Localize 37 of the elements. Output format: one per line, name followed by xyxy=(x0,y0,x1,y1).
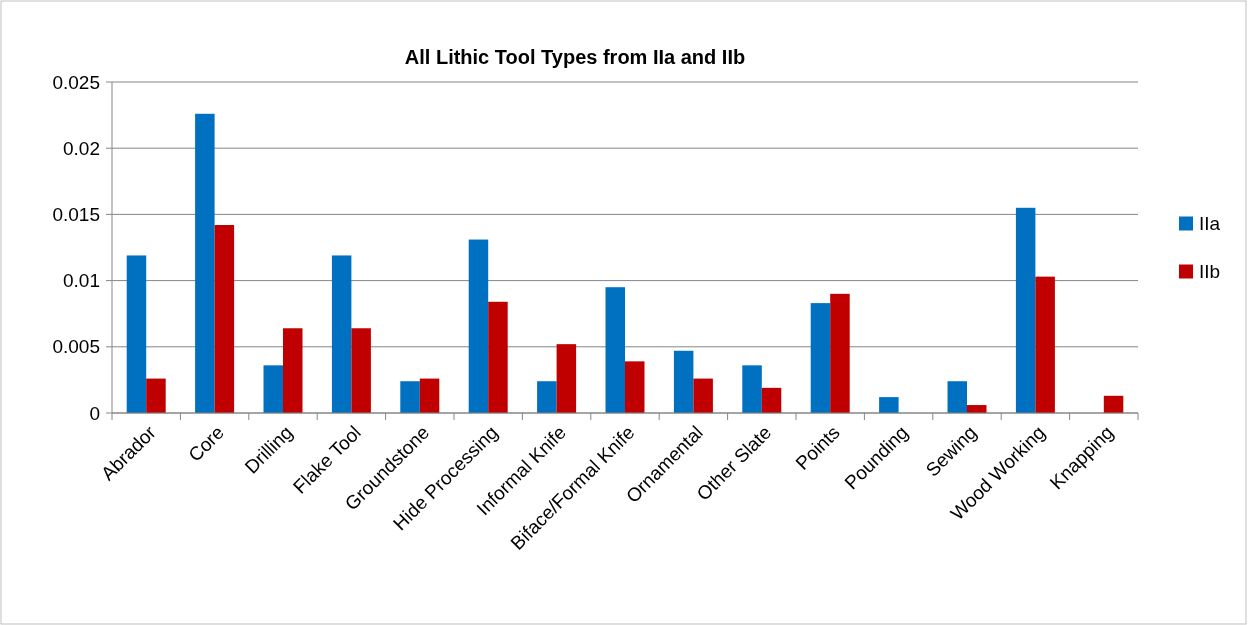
bar xyxy=(419,378,440,413)
bar xyxy=(283,328,303,413)
bar xyxy=(810,303,831,413)
legend-label: IIb xyxy=(1199,261,1221,283)
y-tick-label: 0 xyxy=(89,402,100,424)
bar xyxy=(556,344,577,413)
bar xyxy=(742,365,762,413)
bar xyxy=(351,328,371,413)
bar xyxy=(331,255,352,413)
y-tick-label: 0.025 xyxy=(52,71,100,93)
bar xyxy=(625,361,645,413)
bar xyxy=(214,224,235,413)
legend-label: IIa xyxy=(1199,213,1221,235)
bar xyxy=(879,397,899,413)
bar xyxy=(400,381,420,413)
bar xyxy=(195,113,215,413)
chart-title: All Lithic Tool Types from IIa and IIb xyxy=(404,46,746,68)
x-tick-label: Core xyxy=(184,421,229,466)
bar xyxy=(947,381,967,413)
bar xyxy=(1035,276,1055,413)
bar xyxy=(488,301,508,413)
bar xyxy=(126,255,147,413)
y-tick-label: 0.01 xyxy=(63,270,100,292)
bar xyxy=(1015,207,1036,413)
bar xyxy=(761,387,782,413)
bar xyxy=(693,378,713,413)
bar xyxy=(146,378,166,413)
bar xyxy=(673,350,694,413)
y-tick-label: 0.015 xyxy=(52,204,100,226)
y-tick-label: 0.02 xyxy=(63,137,100,159)
bar xyxy=(830,293,850,413)
bar xyxy=(537,381,557,413)
y-tick-label: 0.005 xyxy=(52,336,100,358)
bar xyxy=(468,239,489,413)
bar xyxy=(263,365,283,413)
bar xyxy=(1103,395,1124,413)
bar xyxy=(605,287,625,413)
